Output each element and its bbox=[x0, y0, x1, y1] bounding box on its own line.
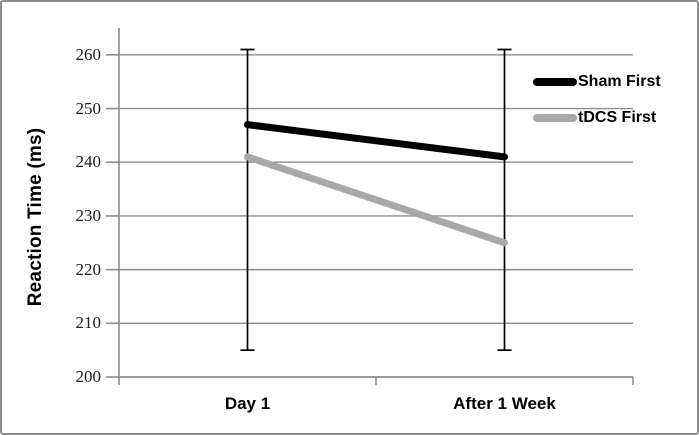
legend-label: tDCS First bbox=[578, 109, 657, 126]
series-line-sham-first bbox=[244, 121, 508, 161]
x-category-label: After 1 Week bbox=[453, 394, 556, 413]
legend-item-sham-first: Sham First bbox=[533, 73, 661, 91]
series-line-tdcs-first bbox=[244, 153, 508, 247]
legend-swatch-icon bbox=[533, 78, 577, 86]
y-tick-label: 260 bbox=[75, 44, 102, 64]
y-tick-label: 220 bbox=[75, 259, 102, 279]
y-tick-label: 250 bbox=[75, 98, 102, 118]
legend-label: Sham First bbox=[578, 73, 661, 90]
legend-swatch-icon bbox=[533, 114, 577, 122]
x-category-label: Day 1 bbox=[224, 394, 271, 413]
legend-item-tdcs-first: tDCS First bbox=[533, 109, 661, 127]
y-tick-label: 240 bbox=[75, 152, 102, 172]
y-tick-label: 210 bbox=[75, 313, 102, 333]
y-axis-title: Reaction Time (ms) bbox=[25, 127, 46, 307]
y-tick-label: 200 bbox=[75, 367, 102, 386]
y-tick-label: 230 bbox=[75, 205, 102, 225]
legend: Sham First tDCS First bbox=[533, 73, 661, 127]
